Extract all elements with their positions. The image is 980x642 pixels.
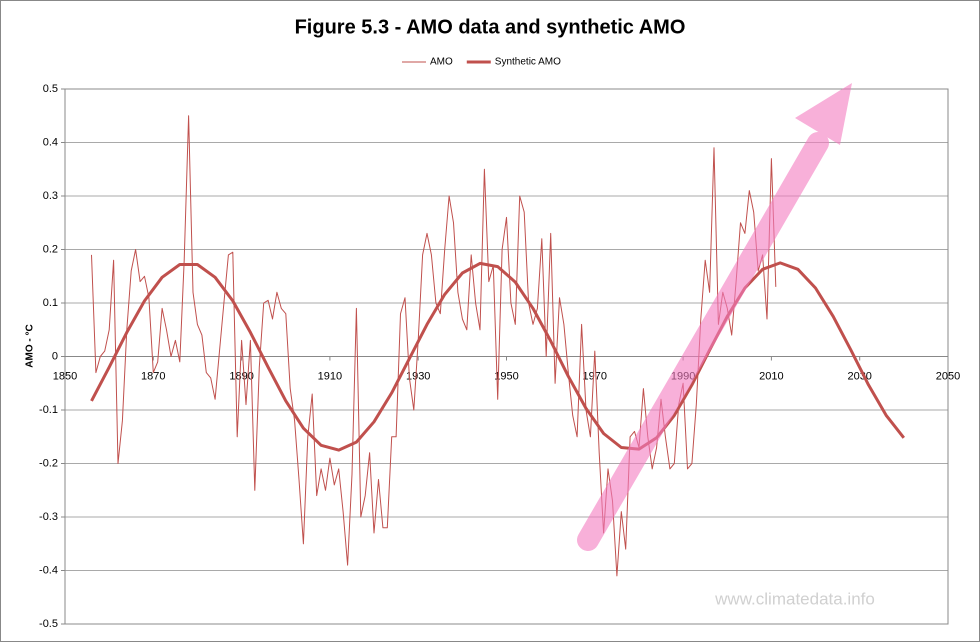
x-tick-label: 2030 [847,370,871,382]
x-tick-label: 2050 [936,370,960,382]
legend-label: AMO [430,57,453,68]
trend-arrow [577,83,852,551]
x-tick-label: 1870 [141,370,165,382]
y-tick-label: 0.2 [43,243,58,255]
y-tick-label: -0.3 [39,511,58,523]
x-tick-label: 1930 [406,370,430,382]
legend: AMO Synthetic AMO [402,57,561,68]
y-tick-label: 0.1 [43,297,58,309]
y-tick-label: -0.1 [39,404,58,416]
watermark: www.climatedata.info [714,589,875,608]
x-tick-label: 1950 [494,370,518,382]
x-tick-label: 1970 [583,370,607,382]
y-tick-label: 0 [52,350,58,362]
y-tick-label: 0.4 [43,136,58,148]
y-axis-label: AMO - °C [25,324,36,367]
x-tick-label: 1890 [229,370,253,382]
x-tick-label: 2010 [759,370,783,382]
y-tick-label: -0.5 [39,618,58,630]
series-line [90,261,905,452]
plot-area: -0.5 -0.4 -0.3 -0.2 -0.1 0 0.1 0.2 0.3 0.4 0.5 1850… [39,83,960,630]
y-tick-label: -0.4 [39,564,58,576]
y-tick-label: 0.5 [43,83,58,95]
y-tick-label: -0.2 [39,457,58,469]
legend-label: Synthetic AMO [495,57,561,68]
x-tick-label: 1850 [53,370,77,382]
x-tick-label: 1910 [318,370,342,382]
y-tick-label: 0.3 [43,190,58,202]
chart-title: Figure 5.3 - AMO data and synthetic AMO [295,16,686,38]
